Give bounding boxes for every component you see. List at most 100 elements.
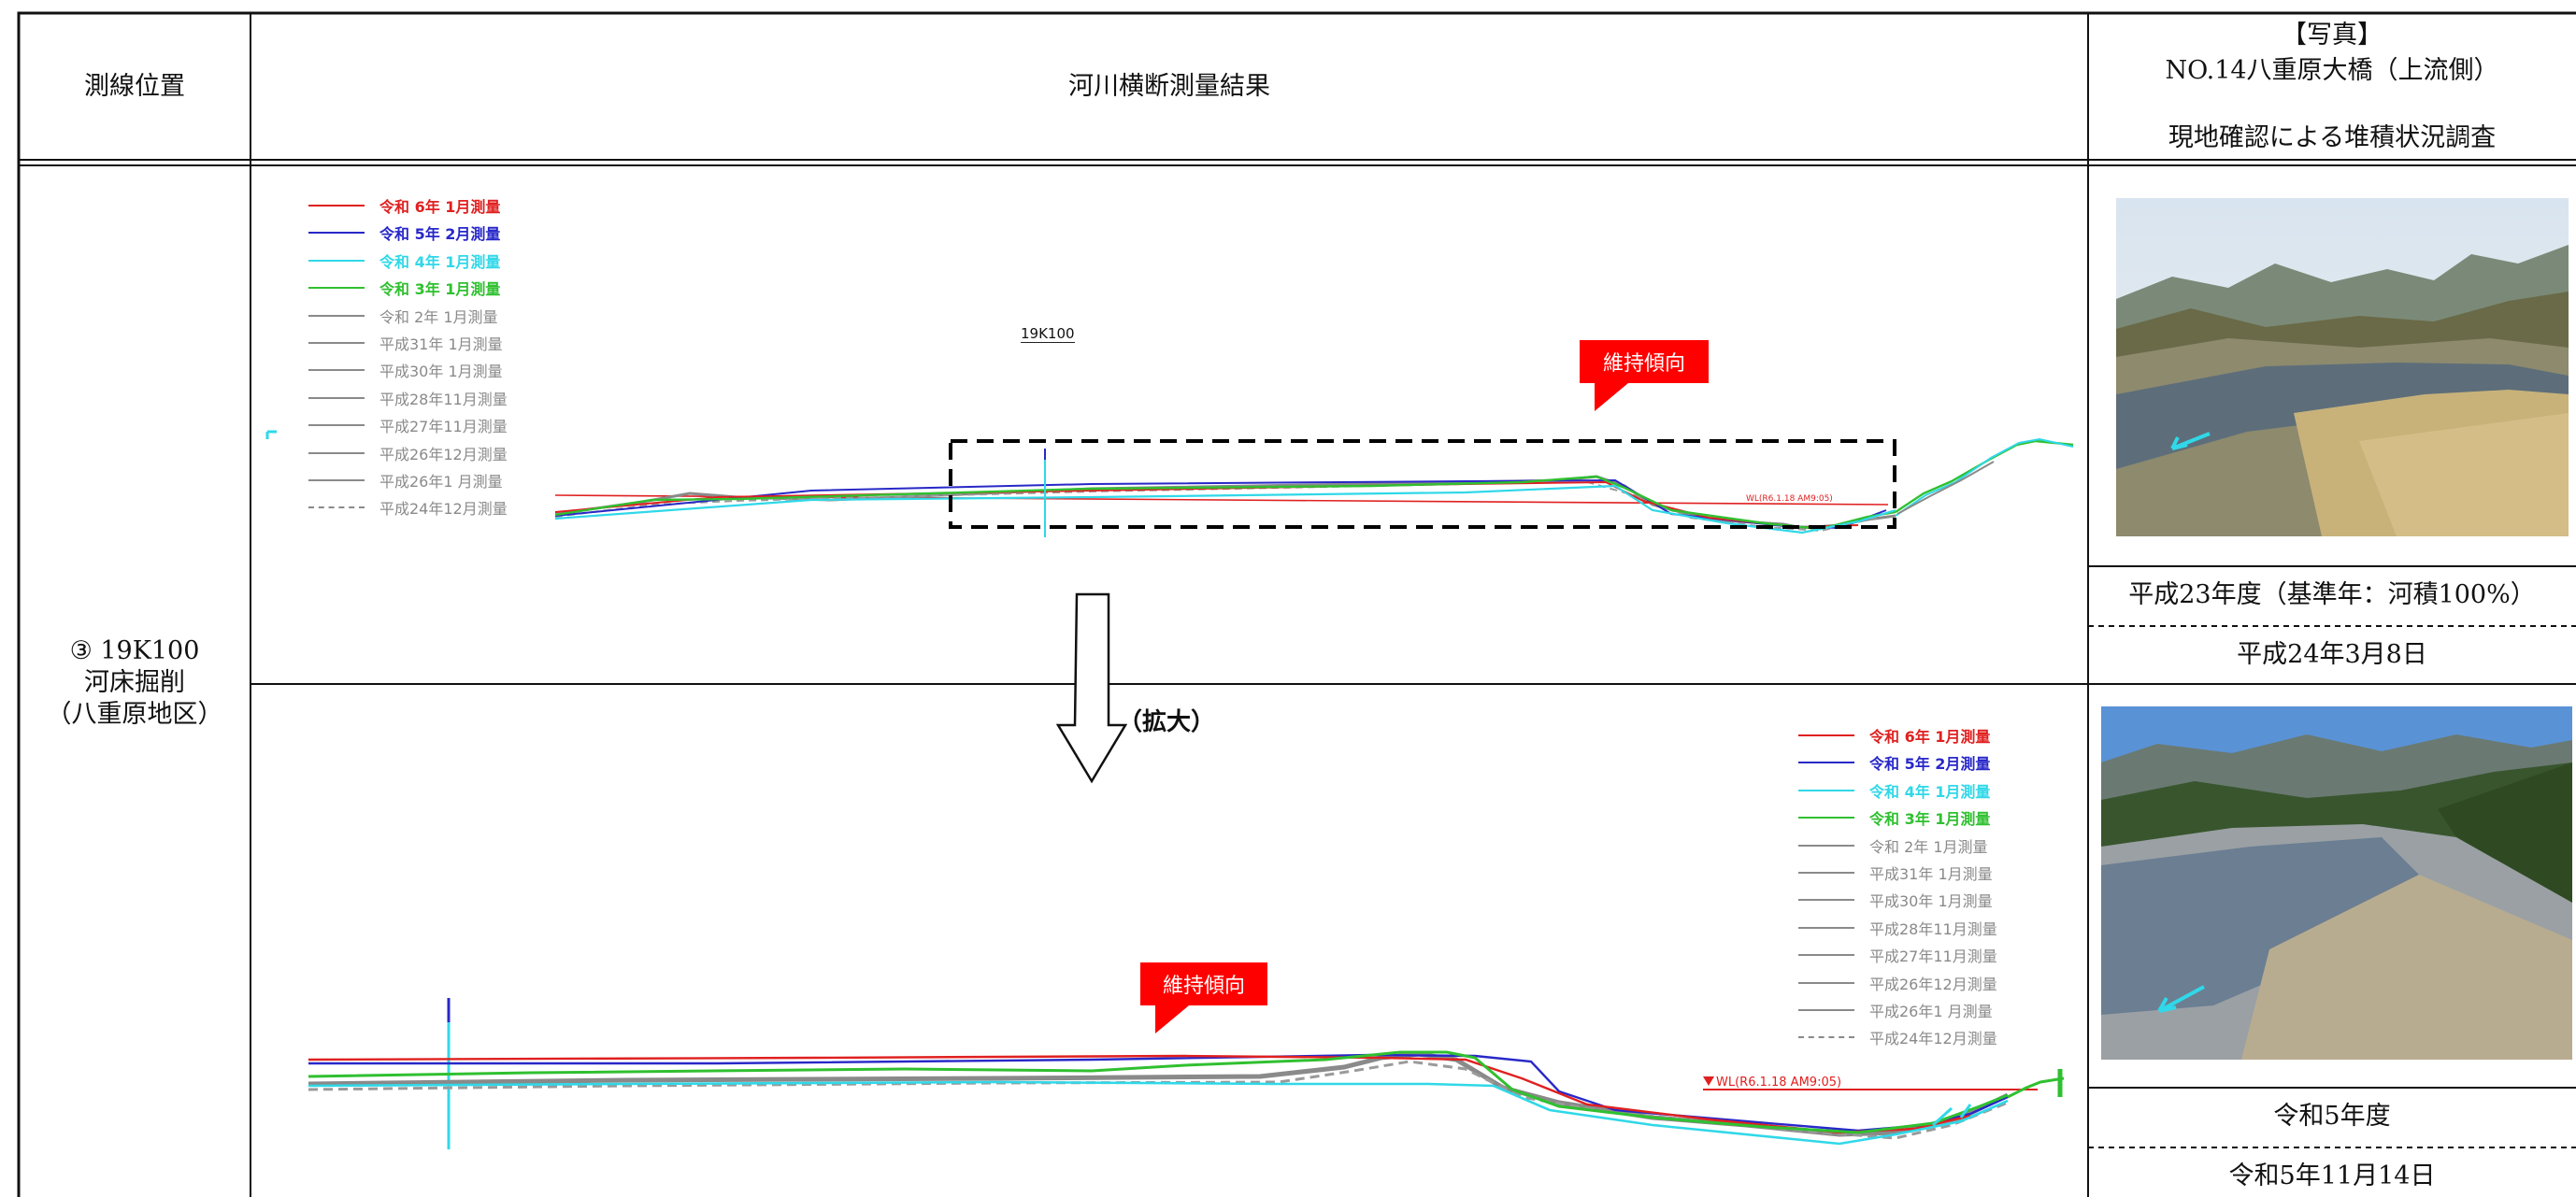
legend-label: 平成24年12月測量: [1869, 1030, 1997, 1048]
legend-item: 令和 4年 1月測量: [308, 249, 500, 272]
header-photo-title: 【写真】: [2282, 21, 2383, 50]
legend-item: 平成30年 1月測量: [1798, 889, 1993, 911]
legend-label: 平成26年1 月測量: [379, 473, 503, 491]
legend-label: 令和 2年 1月測量: [379, 307, 498, 326]
legend-item: 令和 2年 1月測量: [308, 305, 498, 327]
legend-swatch: [308, 314, 365, 317]
legend-item: 平成26年12月測量: [1798, 972, 1997, 994]
photo-lower-date: 令和5年11月14日: [2228, 1161, 2436, 1190]
photo-lower: [2101, 706, 2572, 1060]
legend-swatch: [1798, 926, 1854, 929]
legend-swatch: [308, 396, 365, 399]
legend-swatch: [308, 205, 365, 207]
legend-label: 令和 3年 1月測量: [379, 280, 501, 299]
legend-swatch: [1798, 762, 1854, 764]
legend-item: 令和 6年 1月測量: [1798, 724, 1990, 747]
legend-swatch: [308, 479, 365, 481]
zoom-arrow-icon: [1056, 592, 1127, 784]
legend-label: 平成31年 1月測量: [1869, 865, 1993, 883]
photo-upper-caption: 平成23年度（基準年：河積100%）: [2128, 580, 2536, 609]
legend-item: 令和 5年 2月測量: [308, 221, 500, 244]
header-survey-result-label: 河川横断測量結果: [1068, 72, 1270, 101]
trend-tag-upper: 維持傾向: [1580, 340, 1709, 411]
legend-label: 平成26年1 月測量: [1869, 1003, 1993, 1020]
legend-item: 令和 3年 1月測量: [308, 277, 500, 299]
legend-label: 令和 5年 2月測量: [379, 225, 501, 244]
header-photo-desc: 現地確認による堆積状況調査: [2168, 123, 2497, 152]
legend-swatch: [1798, 817, 1854, 819]
trend-tag-lower: 維持傾向: [1140, 962, 1267, 1033]
legend-swatch: [1798, 872, 1854, 874]
legend-label: 平成26年12月測量: [379, 445, 508, 463]
header-survey-result: 河川横断測量結果: [252, 15, 2086, 159]
legend-label: 令和 3年 1月測量: [1869, 810, 1991, 829]
photo-lower-image: [2101, 706, 2572, 1060]
trend-tag-lower-text: 維持傾向: [1162, 975, 1245, 998]
header-position-label: 測線位置: [84, 72, 185, 101]
legend-label: 平成28年11月測量: [1869, 919, 1997, 938]
legend-item: 平成26年1 月測量: [1798, 999, 1993, 1021]
legend-item: 令和 3年 1月測量: [1798, 806, 1990, 829]
header-photo: 【写真】 NO.14八重原大橋（上流側） 現地確認による堆積状況調査: [2090, 15, 2574, 159]
legend-label: 平成27年11月測量: [1869, 948, 1997, 966]
legend-item: 平成26年12月測量: [308, 442, 508, 464]
section-label: 19K100: [1021, 325, 1075, 343]
legend-item: 平成26年1 月測量: [308, 469, 503, 492]
header-position: 測線位置: [21, 15, 249, 159]
cross-section-upper: WL(R6.1.18 AM9:05): [265, 430, 2074, 537]
legend-swatch: [308, 342, 365, 344]
header-photo-bridge: NO.14八重原大橋（上流側）: [2165, 56, 2499, 85]
legend-label: 平成24年12月測量: [379, 500, 508, 519]
legend-swatch: [1798, 981, 1854, 984]
location-area: （八重原地区）: [46, 700, 223, 729]
legend-swatch: [308, 259, 365, 262]
legend-item: 令和 2年 1月測量: [1798, 834, 1988, 857]
legend-item: 平成28年11月測量: [308, 387, 508, 409]
cross-section-lower: WL(R6.1.18 AM9:05): [308, 998, 2065, 1149]
legend-swatch: [1798, 789, 1854, 791]
photo-upper-date: 平成24年3月8日: [2237, 640, 2427, 669]
legend-swatch: [308, 232, 365, 235]
legend-swatch: [308, 451, 365, 454]
legend-label: 平成28年11月測量: [379, 390, 508, 408]
legend-swatch: [1798, 954, 1854, 957]
wl-small-label: WL(R6.1.18 AM9:05): [1746, 494, 1833, 504]
legend-label: 平成30年 1月測量: [379, 363, 503, 381]
legend-label: 令和 5年 2月測量: [1869, 755, 1991, 774]
legend-swatch: [1798, 734, 1854, 736]
zoom-label: （拡大）: [1118, 708, 1216, 736]
legend-swatch: [1798, 1009, 1854, 1011]
legend-swatch: [308, 287, 365, 290]
legend-label: 平成31年 1月測量: [379, 335, 503, 353]
legend-item: 平成28年11月測量: [1798, 917, 1997, 939]
location-cell: ③ 19K100 河床掘削 （八重原地区）: [21, 635, 249, 731]
legend-label: 平成26年12月測量: [1869, 975, 1997, 993]
wl-label: WL(R6.1.18 AM9:05): [1716, 1076, 1841, 1090]
legend-label: 令和 4年 1月測量: [1869, 782, 1991, 801]
legend-swatch: [308, 424, 365, 427]
legend-label: 平成27年11月測量: [379, 418, 508, 436]
legend-item: 平成27年11月測量: [308, 414, 508, 436]
legend-item: 令和 4年 1月測量: [1798, 779, 1990, 802]
legend-item: 平成24年12月測量: [308, 496, 508, 519]
legend-item: 平成24年12月測量: [1798, 1026, 1997, 1048]
legend-item: 令和 6年 1月測量: [308, 194, 500, 217]
legend-label: 平成30年 1月測量: [1869, 892, 1993, 911]
photo-lower-caption: 令和5年度: [2273, 1102, 2391, 1131]
location-work: 河床掘削: [84, 668, 185, 697]
legend-item: 平成31年 1月測量: [308, 332, 503, 354]
legend-swatch: [1798, 899, 1854, 902]
legend-item: 平成31年 1月測量: [1798, 862, 1993, 884]
legend-item: 平成27年11月測量: [1798, 944, 1997, 966]
legend-label: 令和 6年 1月測量: [379, 198, 501, 216]
legend-swatch: [1798, 1036, 1854, 1039]
legend-label: 令和 4年 1月測量: [379, 252, 501, 271]
legend-swatch: [308, 506, 365, 509]
photo-upper-image: [2116, 198, 2569, 536]
legend-label: 令和 2年 1月測量: [1869, 837, 1988, 856]
legend-swatch: [308, 369, 365, 372]
photo-upper: [2116, 198, 2569, 536]
legend-swatch: [1798, 844, 1854, 847]
location-station: ③ 19K100: [69, 636, 200, 665]
